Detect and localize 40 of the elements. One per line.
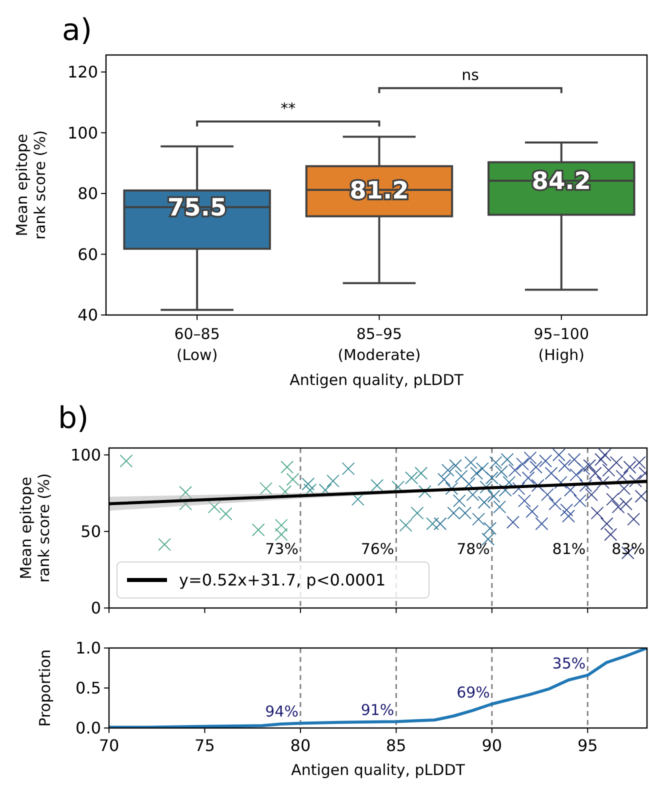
y-tick-label: 0: [90, 598, 101, 618]
x-tick-label: 60–85 (Low): [174, 325, 220, 364]
y-tick-label: 120: [67, 62, 98, 82]
annotation: 73%: [265, 540, 298, 558]
y-tick-label: 100: [70, 445, 101, 464]
y-tick-label: 50: [80, 522, 101, 542]
y-axis-title: Proportion: [36, 649, 54, 727]
x-tick-label: 70: [98, 736, 120, 755]
x-tick-label: 95–100 (High): [534, 325, 589, 364]
x-tick-label: 80: [290, 736, 311, 755]
y-tick-label: 60: [78, 244, 98, 264]
y-tick-label: 0.5: [76, 678, 101, 698]
legend-label: y=0.52x+31.7, p<0.0001: [179, 570, 386, 590]
annotation: 94%: [265, 702, 298, 720]
annotation: ns: [462, 66, 480, 84]
text: 75.5: [167, 194, 227, 222]
x-tick-label: 85–95 (Moderate): [338, 325, 421, 364]
annotation: **: [280, 100, 296, 118]
y-axis-title: Mean epitope rank score (%): [17, 473, 53, 583]
annotation: 78%: [456, 540, 490, 558]
x-tick-label: 85: [386, 736, 406, 755]
annotation: 81%: [552, 540, 586, 558]
y-tick-label: 40: [78, 306, 98, 325]
x-tick-label: 75: [194, 736, 215, 755]
text: 84.2: [532, 167, 591, 196]
y-tick-label: 100: [67, 123, 98, 142]
y-axis-title: Mean epitope rank score (%): [13, 130, 49, 240]
chart-title: a): [62, 13, 92, 48]
annotation: 35%: [552, 654, 586, 672]
annotation: 76%: [360, 540, 394, 558]
x-axis-title: Antigen quality, pLDDT: [290, 371, 464, 389]
chart-title: b): [58, 401, 89, 436]
x-axis-title: Antigen quality, pLDDT: [291, 761, 466, 779]
y-tick-label: 0.0: [76, 718, 101, 738]
annotation: 69%: [456, 683, 490, 702]
y-tick-label: 80: [78, 184, 98, 204]
x-tick-label: 95: [577, 736, 598, 755]
annotation: 91%: [360, 700, 394, 719]
y-tick-label: 1.0: [76, 638, 101, 658]
x-tick-label: 90: [482, 736, 502, 755]
